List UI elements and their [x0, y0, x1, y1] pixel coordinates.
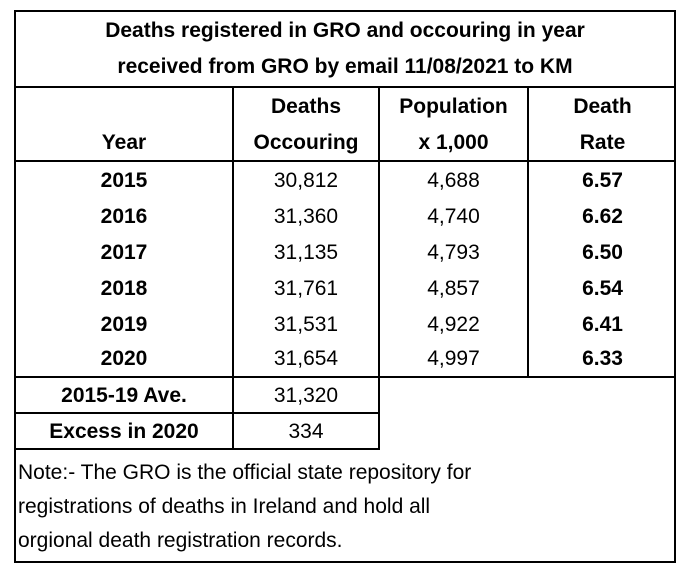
summary-value: 334	[288, 419, 324, 443]
rule-under-title	[14, 86, 676, 88]
rate-cell: 6.50	[582, 240, 623, 264]
deaths-cell: 31,360	[273, 204, 339, 228]
rule-under-average	[14, 412, 380, 414]
rule-under-excess	[14, 448, 380, 450]
population-cell: 4,740	[427, 204, 480, 228]
header-deaths-line-1: Deaths	[270, 94, 342, 118]
header-population-line-1: Population	[399, 94, 508, 118]
note-line-2: registrations of deaths in Ireland and h…	[18, 495, 431, 518]
rule-col-1	[232, 86, 234, 450]
header-population-line-2: x 1,000	[418, 130, 489, 154]
year-cell: 2016	[100, 204, 148, 228]
summary-label: Excess in 2020	[49, 419, 199, 443]
header-rate-line-1: Death	[573, 94, 632, 118]
rate-cell: 6.54	[582, 276, 623, 300]
note-line-3: orgional death registration records.	[18, 529, 343, 552]
deaths-cell: 31,531	[273, 312, 339, 336]
table-title: Deaths registered in GRO and occouring i…	[14, 10, 676, 88]
rule-col-3	[527, 86, 529, 378]
summary-value: 31,320	[273, 383, 339, 407]
rule-under-data	[14, 376, 676, 378]
rate-cell: 6.62	[582, 204, 623, 228]
header-rate-line-2: Rate	[579, 130, 626, 154]
rule-col-2	[378, 86, 380, 450]
population-cell: 4,857	[427, 276, 480, 300]
title-line-2: received from GRO by email 11/08/2021 to…	[117, 55, 573, 78]
rate-cell: 6.33	[582, 346, 623, 370]
year-cell: 2015	[100, 168, 148, 192]
header-deaths: Deaths Occouring	[234, 88, 378, 160]
deaths-cell: 30,812	[273, 168, 339, 192]
rate-cell: 6.41	[582, 312, 623, 336]
header-year-label: Year	[101, 130, 147, 154]
population-cell: 4,688	[427, 168, 480, 192]
rule-under-header	[14, 160, 676, 162]
population-cell: 4,997	[427, 346, 480, 370]
year-cell: 2017	[100, 240, 148, 264]
year-cell: 2020	[100, 346, 148, 370]
header-population: Population x 1,000	[380, 88, 527, 160]
table-frame	[14, 10, 676, 563]
deaths-cell: 31,654	[273, 346, 339, 370]
deaths-cell: 31,135	[273, 240, 339, 264]
year-cell: 2019	[100, 312, 148, 336]
summary-label: 2015-19 Ave.	[61, 383, 187, 407]
note-line-1: Note:- The GRO is the official state rep…	[18, 461, 472, 484]
population-cell: 4,793	[427, 240, 480, 264]
note-text: Note:- The GRO is the official state rep…	[18, 456, 668, 558]
rate-cell: 6.57	[582, 168, 623, 192]
header-year: Year	[16, 124, 232, 160]
deaths-cell: 31,761	[273, 276, 339, 300]
title-line-1: Deaths registered in GRO and occouring i…	[105, 19, 585, 42]
header-rate: Death Rate	[529, 88, 676, 160]
header-deaths-line-2: Occouring	[253, 130, 359, 154]
population-cell: 4,922	[427, 312, 480, 336]
year-cell: 2018	[100, 276, 148, 300]
